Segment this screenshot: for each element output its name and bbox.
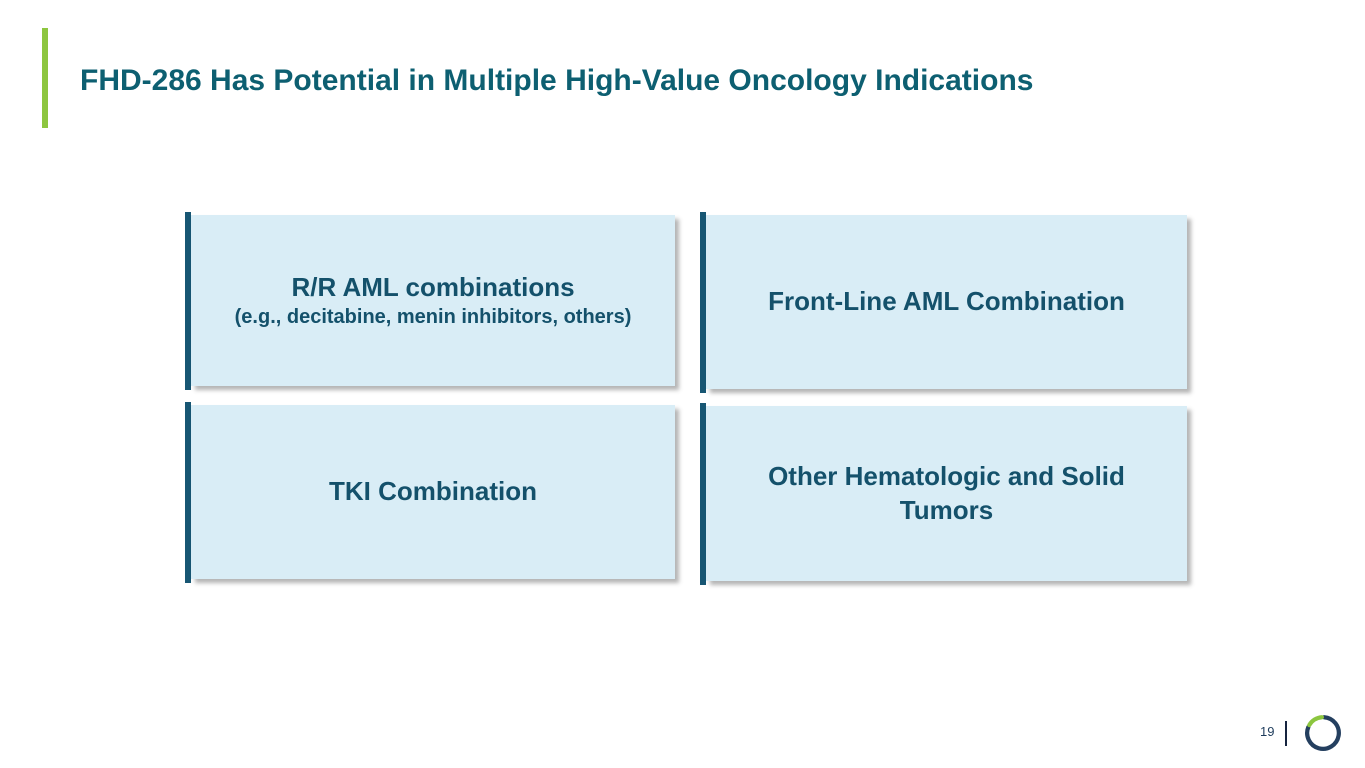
indication-box-other-tumors: Other Hematologic and Solid Tumors (700, 403, 1187, 585)
box-left-accent-bar (185, 212, 191, 390)
box-body: Front-Line AML Combination (706, 215, 1187, 389)
box-left-accent-bar (700, 212, 706, 393)
page-number: 19 (1260, 724, 1275, 739)
box-title: TKI Combination (329, 476, 537, 507)
page-title: FHD-286 Has Potential in Multiple High-V… (80, 64, 1034, 97)
box-body: R/R AML combinations (e.g., decitabine, … (191, 215, 675, 386)
box-title: Other Hematologic and Solid Tumors (768, 460, 1125, 525)
box-left-accent-bar (700, 403, 706, 585)
box-body: TKI Combination (191, 405, 675, 579)
foghorn-ring-logo-icon (1305, 715, 1341, 751)
indication-box-rr-aml-combinations: R/R AML combinations (e.g., decitabine, … (185, 212, 675, 390)
footer-divider (1285, 721, 1287, 746)
box-title: R/R AML combinations (291, 272, 575, 303)
box-subtitle: (e.g., decitabine, menin inhibitors, oth… (234, 305, 632, 328)
indication-box-tki-combination: TKI Combination (185, 402, 675, 583)
indication-box-front-line-aml: Front-Line AML Combination (700, 212, 1187, 393)
box-left-accent-bar (185, 402, 191, 583)
box-title: Front-Line AML Combination (768, 286, 1125, 317)
title-accent-bar (42, 28, 48, 128)
box-body: Other Hematologic and Solid Tumors (706, 406, 1187, 581)
